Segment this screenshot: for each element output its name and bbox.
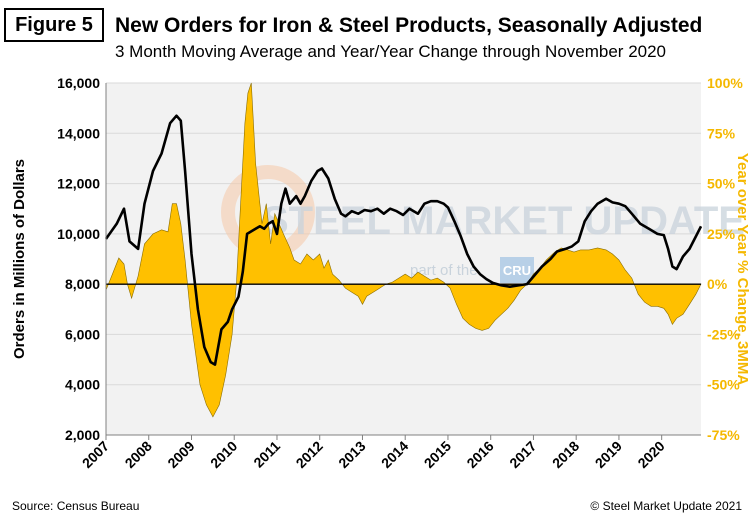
x-tick-label: 2016 bbox=[463, 438, 496, 471]
x-tick-label: 2009 bbox=[164, 438, 197, 471]
y-tick-label: 2,000 bbox=[65, 427, 100, 443]
y2-tick-label: 75% bbox=[707, 125, 736, 141]
watermark-badge bbox=[500, 257, 534, 283]
copyright-note: © Steel Market Update 2021 bbox=[590, 499, 742, 513]
chart-title: New Orders for Iron & Steel Products, Se… bbox=[115, 14, 703, 37]
y2-tick-label: 25% bbox=[707, 226, 736, 242]
y2-tick-label: -25% bbox=[707, 326, 740, 342]
source-note: Source: Census Bureau bbox=[12, 499, 140, 513]
y-tick-label: 12,000 bbox=[57, 176, 100, 192]
figure-label: Figure 5 bbox=[4, 8, 104, 42]
x-tick-label: 2013 bbox=[335, 438, 368, 471]
y2-tick-label: -75% bbox=[707, 427, 740, 443]
x-tick-label: 2015 bbox=[421, 438, 454, 471]
chart-subtitle: 3 Month Moving Average and Year/Year Cha… bbox=[115, 42, 667, 61]
y-axis-title: Orders in Millions of Dollars bbox=[11, 159, 28, 359]
x-tick-label: 2011 bbox=[250, 438, 283, 471]
x-tick-label: 2012 bbox=[292, 438, 325, 471]
y-tick-label: 4,000 bbox=[65, 377, 100, 393]
watermark-subtext: part of the bbox=[410, 262, 478, 279]
y2-axis-title: Year over Year % Change, 3MMA bbox=[734, 153, 751, 385]
series-line-orders bbox=[104, 114, 703, 366]
y-tick-label: 10,000 bbox=[57, 226, 100, 242]
y2-tick-label: -50% bbox=[707, 377, 740, 393]
watermark-text: STEEL MARKET UPDATE bbox=[262, 199, 745, 243]
series-area-yoy-change bbox=[105, 82, 702, 418]
y2-tick-label: 0% bbox=[707, 276, 728, 292]
y-tick-label: 8,000 bbox=[65, 276, 100, 292]
watermark-badge-text: CRU bbox=[503, 263, 531, 278]
x-tick-label: 2018 bbox=[549, 438, 582, 471]
x-tick-label: 2019 bbox=[592, 438, 625, 471]
x-tick-label: 2010 bbox=[207, 438, 240, 471]
x-tick-label: 2017 bbox=[506, 438, 539, 471]
y-tick-label: 6,000 bbox=[65, 326, 100, 342]
y2-tick-label: 100% bbox=[707, 75, 743, 91]
x-tick-label: 2008 bbox=[122, 438, 155, 471]
x-tick-label: 2020 bbox=[634, 438, 667, 471]
x-tick-label: 2014 bbox=[378, 438, 411, 471]
y-tick-label: 16,000 bbox=[57, 75, 100, 91]
y2-tick-label: 50% bbox=[707, 176, 736, 192]
y-tick-label: 14,000 bbox=[57, 125, 100, 141]
